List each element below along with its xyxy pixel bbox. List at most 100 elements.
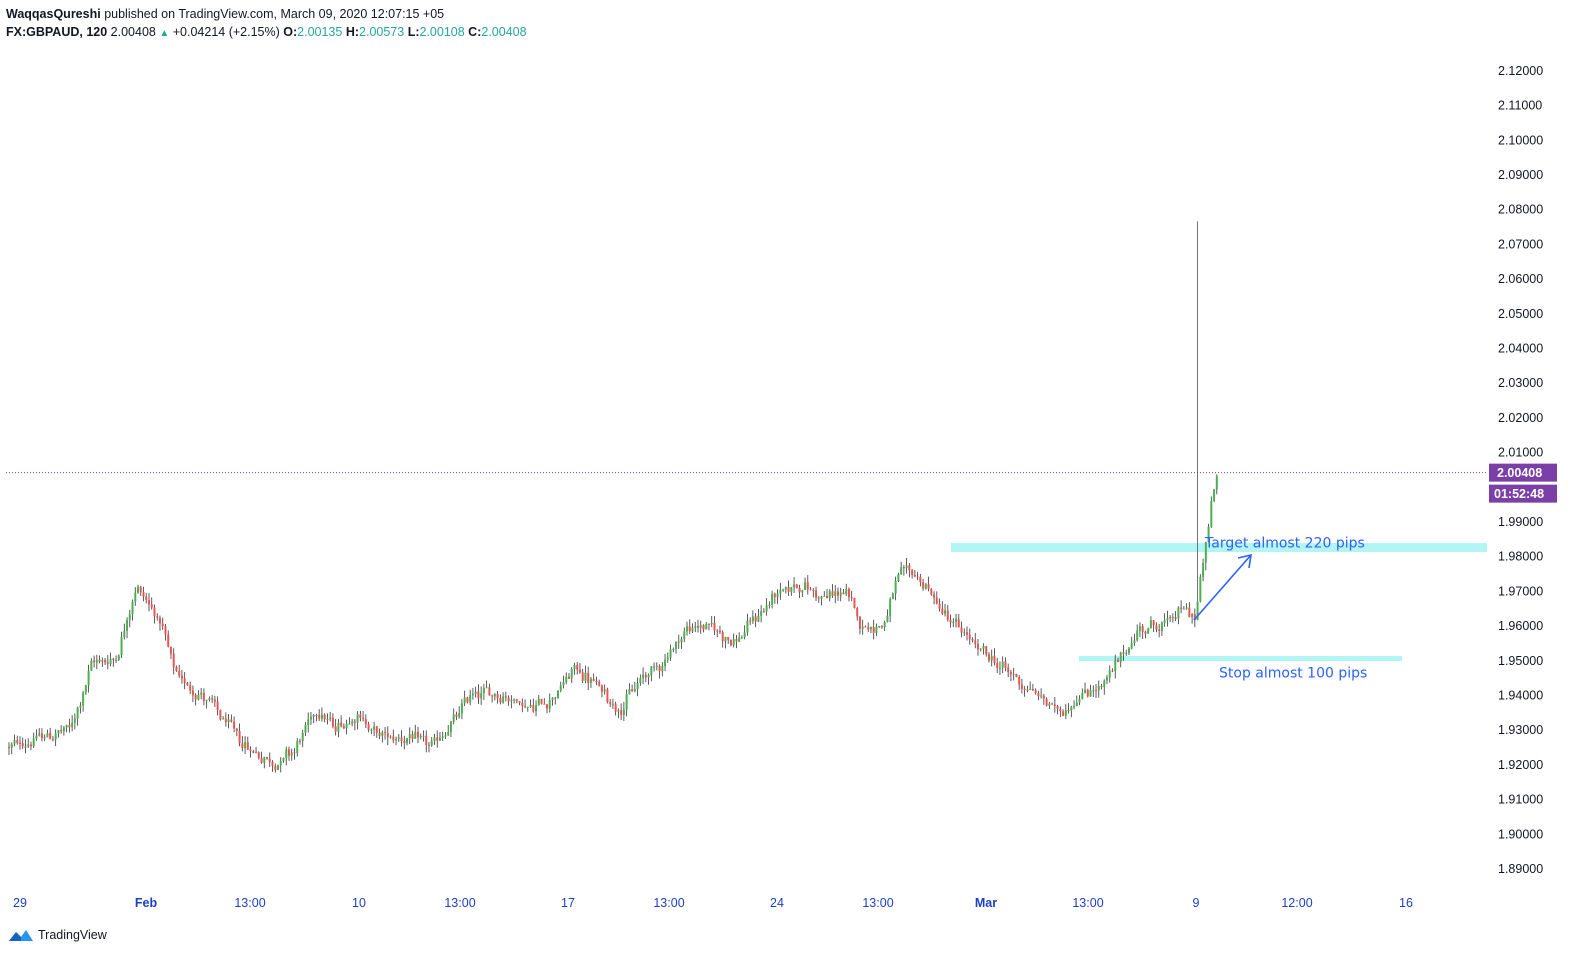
candle-body [1196,601,1199,621]
target-arrow-icon [1193,553,1252,621]
candle-body [101,659,104,662]
candle-body [735,639,738,642]
candle-body [13,740,16,744]
target-zone [951,543,1487,553]
candle-body [1086,689,1089,697]
candle-body [71,722,74,728]
candle-body [768,605,771,607]
candle-body [548,700,551,709]
candle-body [222,718,225,720]
x-tick-label: 9 [1193,896,1200,910]
candle-body [1042,695,1045,699]
candle-body [1138,626,1141,631]
candle-body [515,699,518,702]
candle-body [274,765,277,770]
candle-body [1031,688,1034,691]
candle-body [773,593,776,598]
low-value: 2.00108 [419,25,465,39]
candle-body [567,676,570,679]
candle-body [611,703,614,705]
candle-body [491,695,494,697]
candle-body [386,733,389,738]
candle-body [658,665,661,672]
candle-body [216,701,219,710]
candle-body [526,706,529,708]
candle-body [680,639,683,643]
candle-body [974,640,977,644]
candle-body [444,735,447,737]
candle-body [1097,686,1100,691]
candle-body [219,709,222,720]
candle-body [603,689,606,692]
candle-body [98,659,101,662]
candle-body [1116,660,1119,663]
candle-body [411,734,414,739]
candle-body [312,715,315,717]
candle-body [230,719,233,722]
candle-body [584,672,587,681]
candle-body [1051,703,1054,705]
author-name[interactable]: WaqqasQureshi [6,7,101,21]
candle-body [1034,690,1037,694]
candle-body [120,637,123,656]
candles [8,221,1218,773]
time-axis[interactable]: 29 Feb 13:00 10 13:00 17 13:00 24 13:00 Mar 13:00 9… [13,896,1413,910]
candle-body [293,752,296,754]
candle-body [320,714,323,719]
candle-body [249,749,252,752]
candle-body [592,678,595,682]
candle-body [62,727,65,732]
candle-body [853,598,856,609]
candle-body [551,697,554,701]
candle-body [861,626,864,629]
candle-body [836,591,839,596]
candle-body [156,616,159,618]
candle-body [949,619,952,623]
candle-body [1001,661,1004,668]
price-axis[interactable]: 2.12000 2.11000 2.10000 2.09000 2.08000 2.070… [1498,64,1543,876]
up-triangle-icon: ▲ [159,28,170,39]
candle-body [996,662,999,669]
candle-body [1040,695,1043,697]
candle-body [175,667,178,671]
candle-body [1026,689,1029,691]
candle-body [617,710,620,712]
candle-body [147,600,150,605]
candle-body [908,565,911,571]
candle-body [211,698,214,700]
candle-body [894,580,897,594]
candle-body [595,681,598,683]
candle-body [1125,653,1128,655]
candle-body [762,611,765,613]
candle-body [224,718,227,723]
candle-body [754,616,757,622]
candle-body [576,664,579,670]
candle-body [180,675,183,679]
candle-body [1119,652,1122,663]
candle-body [696,626,699,628]
candle-body [532,705,535,712]
candle-body [916,576,919,578]
candle-body [309,716,312,720]
candle-body [375,726,378,733]
last-price-tag-text: 2.00408 [1497,466,1542,480]
tradingview-brand[interactable]: TradingView [8,928,107,942]
candle-body [76,707,79,719]
candle-body [200,692,203,695]
candle-body [123,630,126,638]
candle-body [1158,629,1161,631]
candle-body [694,626,697,628]
candle-body [438,737,441,741]
candle-body [732,639,735,646]
high-value: 2.00573 [359,25,405,39]
candle-body [131,601,134,615]
x-tick-label: 13:00 [234,896,265,910]
candle-body [32,738,35,747]
candle-body [109,658,112,664]
candle-body [502,696,505,703]
candle-body [1122,652,1125,654]
candle-body [271,761,274,766]
candle-body [255,752,258,754]
candle-body [1215,476,1218,490]
